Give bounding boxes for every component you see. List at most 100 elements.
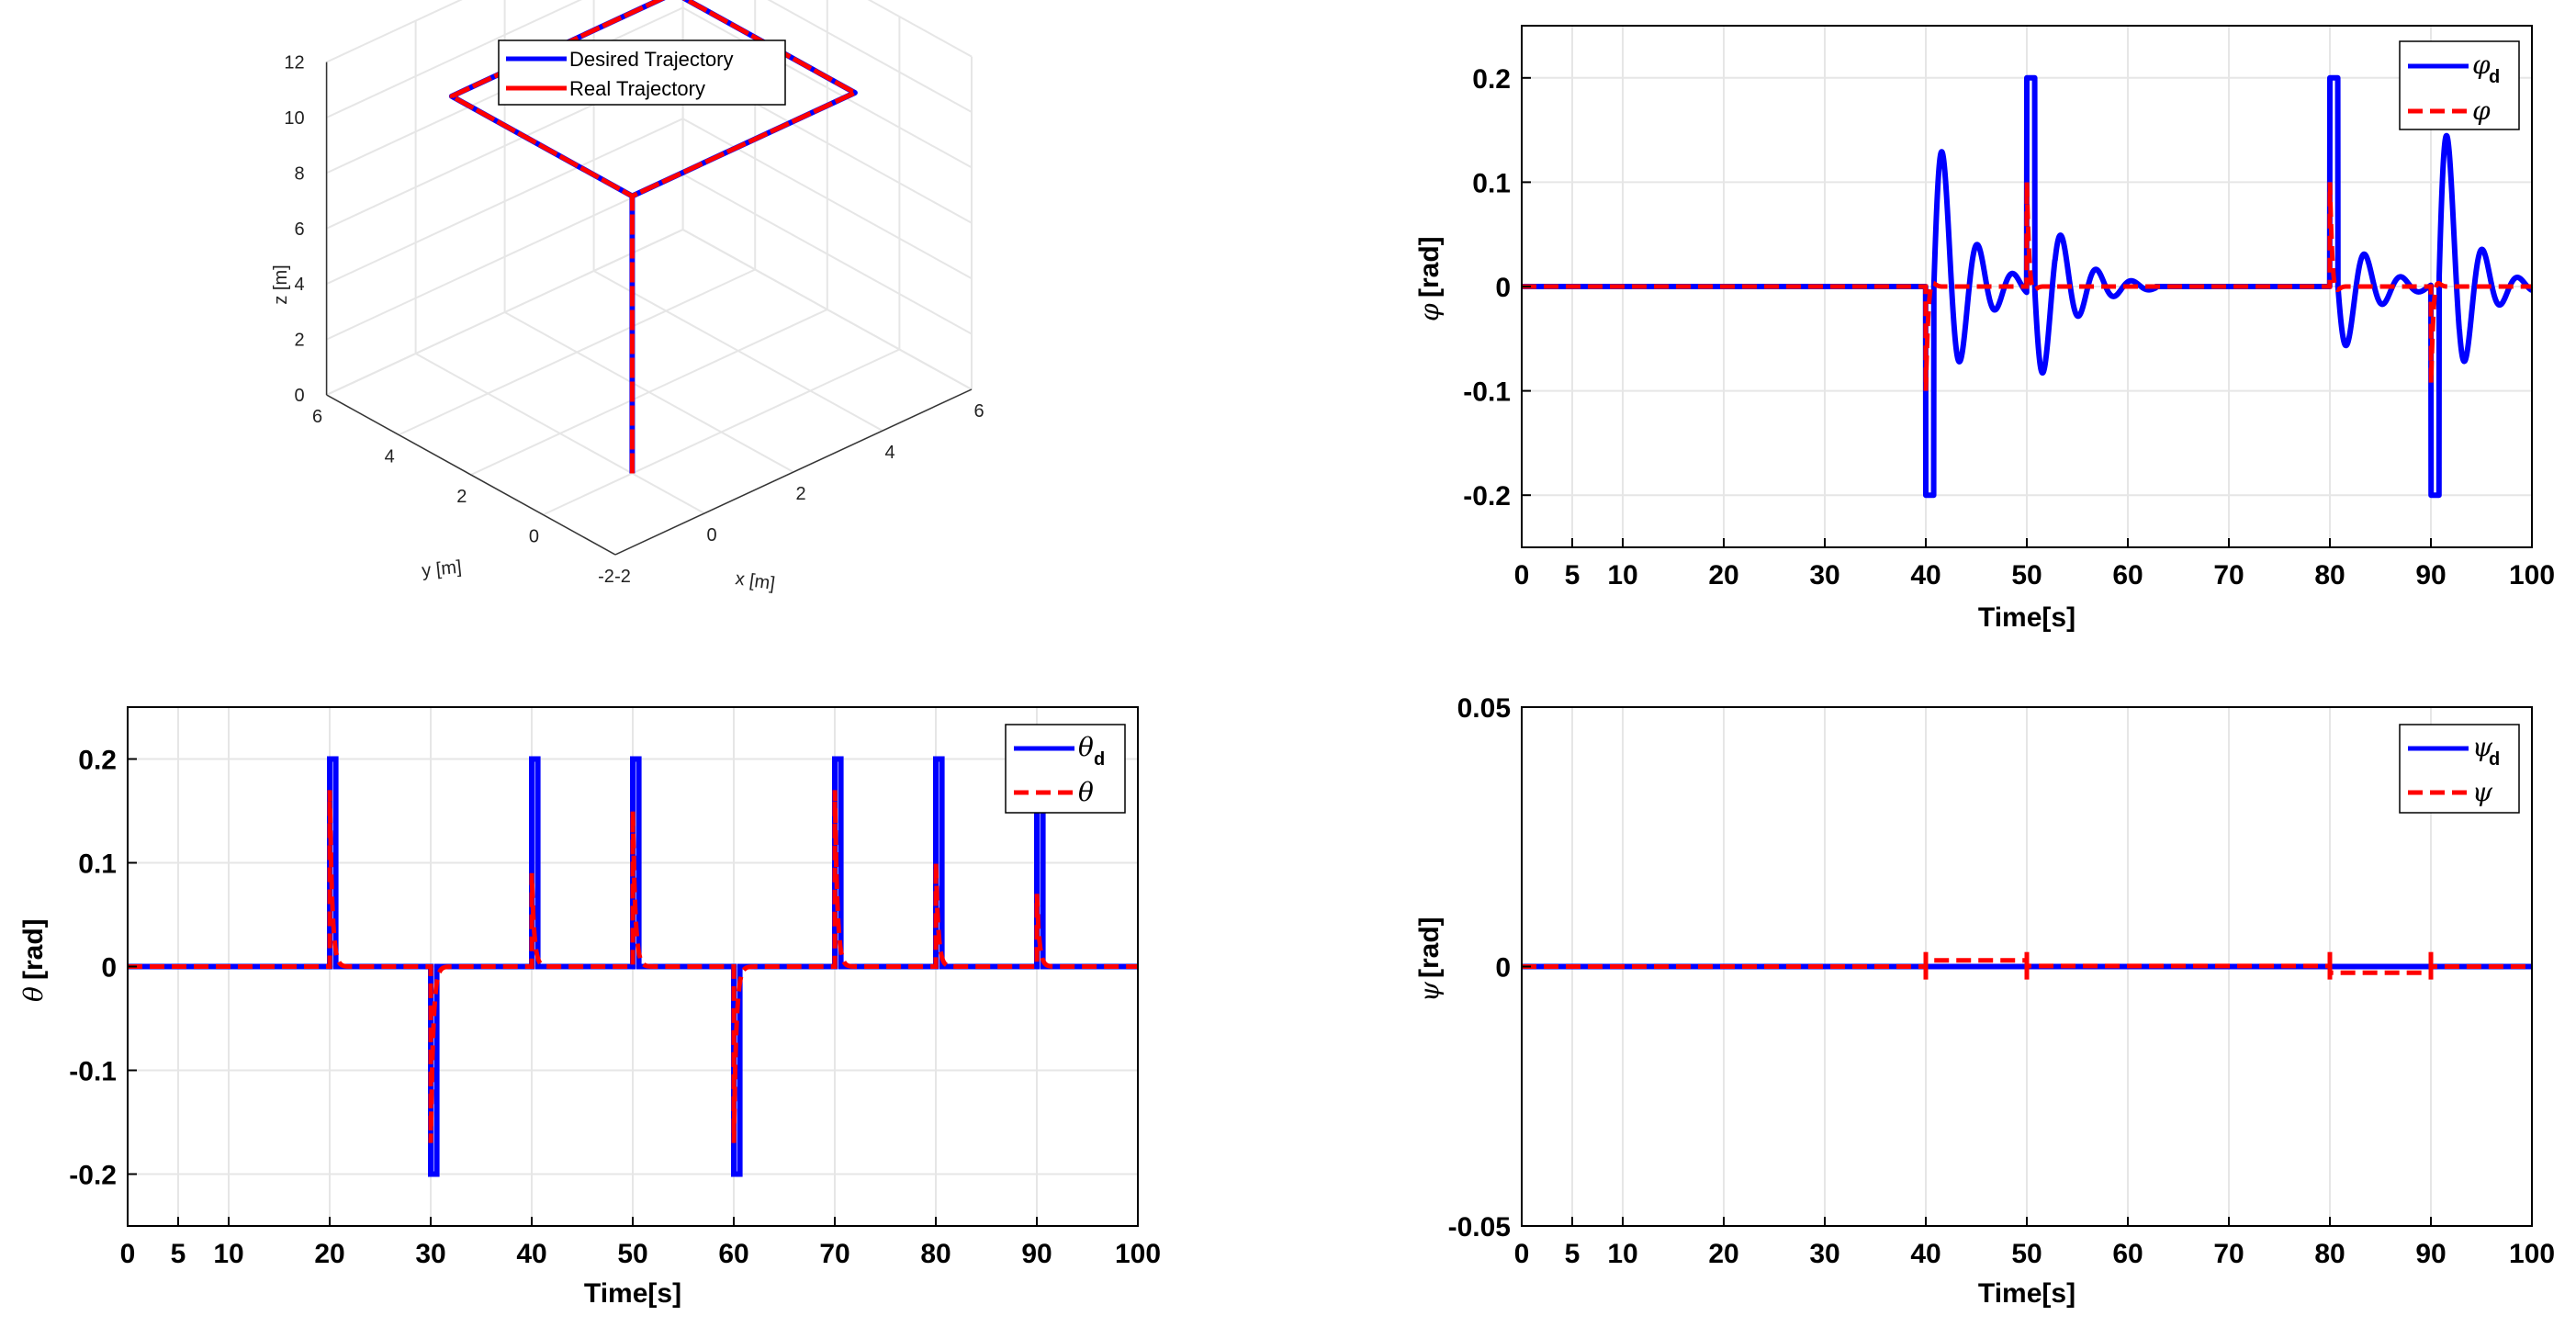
phi-legend-desired-symbol: φ xyxy=(2472,50,2491,80)
phi-xtick-11: 100 xyxy=(2509,560,2555,590)
theta-ytick-1: 0.1 xyxy=(78,849,117,880)
phi-xtick-9: 80 xyxy=(2314,560,2345,590)
trajectory-3d-zlabel: z [m] xyxy=(271,264,291,304)
theta-ytick-0: 0.2 xyxy=(78,746,117,776)
trajectory-3d-ytick-1: 0 xyxy=(529,527,539,547)
psi-xtick-1: 5 xyxy=(1565,1239,1580,1269)
phi-series xyxy=(1519,74,2535,499)
psi-ylabel: ψ [rad] xyxy=(1414,917,1445,1002)
phi-ytick-2: 0 xyxy=(1495,273,1511,303)
theta-xtick-10: 90 xyxy=(1021,1239,1052,1269)
trajectory-3d-xtick-0: -2 xyxy=(614,567,631,587)
phi-xtick-7: 60 xyxy=(2112,560,2143,590)
theta-ytick-4: -0.2 xyxy=(69,1161,117,1191)
phi-legend: φ d φ xyxy=(2399,40,2520,130)
theta-legend-box xyxy=(1005,724,1126,814)
back-wall-horizontal-2 xyxy=(326,118,684,286)
back-wall-horizontal-0 xyxy=(326,229,684,396)
theta-xtick-4: 30 xyxy=(415,1239,445,1269)
trajectory-3d-ztick-0: 0 xyxy=(294,386,304,406)
trajectory-3d-xtick-4: 6 xyxy=(973,401,984,422)
trajectory-3d-ztick-4: 8 xyxy=(294,163,304,184)
psi-ytick-2: -0.05 xyxy=(1448,1212,1511,1243)
theta-legend-desired-symbol: θ xyxy=(1078,732,1094,762)
phi-ylabel: φ [rad] xyxy=(1414,236,1445,321)
phi-xtick-10: 90 xyxy=(2415,560,2446,590)
theta-real-line xyxy=(128,790,1138,1143)
psi-legend-box xyxy=(2399,724,2520,814)
back-wall-horizontal-1 xyxy=(326,173,684,341)
theta-xtick-1: 5 xyxy=(171,1239,186,1269)
theta-xtick-5: 40 xyxy=(516,1239,546,1269)
theta-xtick-8: 70 xyxy=(819,1239,849,1269)
trajectory-3d-ylabel: y [m] xyxy=(421,557,462,581)
theta-legend: θ d θ xyxy=(1005,724,1126,814)
x-axis-line xyxy=(614,388,973,556)
trajectory-3d-legend-box xyxy=(498,39,786,106)
trajectory-3d-legend-real: Real Trajectory xyxy=(569,77,705,100)
psi-xtick-0: 0 xyxy=(1514,1239,1530,1269)
trajectory-3d-ztick-6: 12 xyxy=(284,53,304,73)
theta-ylabel: θ [rad] xyxy=(18,918,49,1002)
trajectory-3d-legend-desired: Desired Trajectory xyxy=(569,48,734,71)
theta-series xyxy=(128,756,1138,1177)
psi-xtick-10: 90 xyxy=(2415,1239,2446,1269)
floor-gridline-y-3 xyxy=(398,268,756,436)
floor-gridline-y-2 xyxy=(470,309,828,476)
psi-ylabel-symbol: ψ xyxy=(1414,981,1445,1002)
theta-panel: 0 5 10 20 30 40 50 60 70 80 90 100 0.2 0.1 0 -0.1 -0.2 T… xyxy=(18,706,1161,1309)
trajectory-3d-ztick-1: 2 xyxy=(294,331,304,351)
psi-ytick-1: 0 xyxy=(1495,953,1511,984)
side-wall-horizontal-2 xyxy=(682,118,973,280)
y-axis-line xyxy=(326,394,616,556)
theta-xlabel: Time[s] xyxy=(584,1278,681,1309)
psi-xtick-11: 100 xyxy=(2509,1239,2555,1269)
phi-ticks: 0 5 10 20 30 40 50 60 70 80 90 100 0.2 0.1 0 -0.1 -0.2 xyxy=(1463,64,2555,590)
phi-xtick-2: 10 xyxy=(1607,560,1637,590)
phi-xtick-1: 5 xyxy=(1565,560,1580,590)
theta-ytick-2: 0 xyxy=(101,953,117,984)
phi-xtick-0: 0 xyxy=(1514,560,1530,590)
phi-legend-box xyxy=(2399,40,2520,130)
phi-xlabel: Time[s] xyxy=(1978,602,2075,633)
theta-xtick-7: 60 xyxy=(718,1239,748,1269)
theta-xtick-11: 100 xyxy=(1115,1239,1161,1269)
trajectory-3d-xlabel: x [m] xyxy=(734,568,776,594)
psi-xtick-4: 30 xyxy=(1809,1239,1839,1269)
psi-xlabel: Time[s] xyxy=(1978,1278,2075,1309)
trajectory-3d-xtick-3: 4 xyxy=(884,443,894,463)
phi-ytick-4: -0.2 xyxy=(1463,481,1511,512)
trajectory-3d-ytick-0: -2 xyxy=(598,567,614,587)
phi-panel: 0 5 10 20 30 40 50 60 70 80 90 100 0.2 0.1 0 -0.1 -0.2 T… xyxy=(1414,25,2555,633)
psi-xtick-7: 60 xyxy=(2112,1239,2143,1269)
phi-xtick-5: 40 xyxy=(1910,560,1940,590)
back-wall-horizontal-5 xyxy=(326,0,582,118)
side-wall-horizontal-5 xyxy=(767,0,973,113)
theta-xtick-0: 0 xyxy=(120,1239,136,1269)
psi-legend-desired-sub: d xyxy=(2489,749,2500,770)
phi-xtick-3: 20 xyxy=(1708,560,1738,590)
theta-ticks: 0 5 10 20 30 40 50 60 70 80 90 100 0.2 0.1 0 -0.1 -0.2 xyxy=(69,746,1161,1270)
psi-legend: ψ d ψ xyxy=(2399,724,2520,814)
phi-xtick-6: 50 xyxy=(2011,560,2042,590)
phi-ytick-0: 0.2 xyxy=(1472,64,1511,95)
psi-xtick-6: 50 xyxy=(2011,1239,2042,1269)
theta-xtick-6: 50 xyxy=(617,1239,647,1269)
psi-ylabel-unit: [rad] xyxy=(1414,917,1445,978)
phi-legend-real-symbol: φ xyxy=(2472,96,2491,126)
trajectory-3d-legend: Desired Trajectory Real Trajectory xyxy=(498,39,786,106)
phi-real-line xyxy=(1522,182,2532,391)
theta-xtick-2: 10 xyxy=(213,1239,243,1269)
psi-xtick-8: 70 xyxy=(2213,1239,2244,1269)
trajectory-3d-ztick-2: 4 xyxy=(294,275,304,295)
phi-xtick-8: 70 xyxy=(2213,560,2244,590)
trajectory-3d-ytick-4: 6 xyxy=(312,407,322,427)
theta-ytick-3: -0.1 xyxy=(69,1057,117,1087)
psi-ytick-0: 0.05 xyxy=(1457,693,1511,724)
side-wall-horizontal-6 xyxy=(867,0,973,58)
back-wall-horizontal-6 xyxy=(326,0,463,63)
